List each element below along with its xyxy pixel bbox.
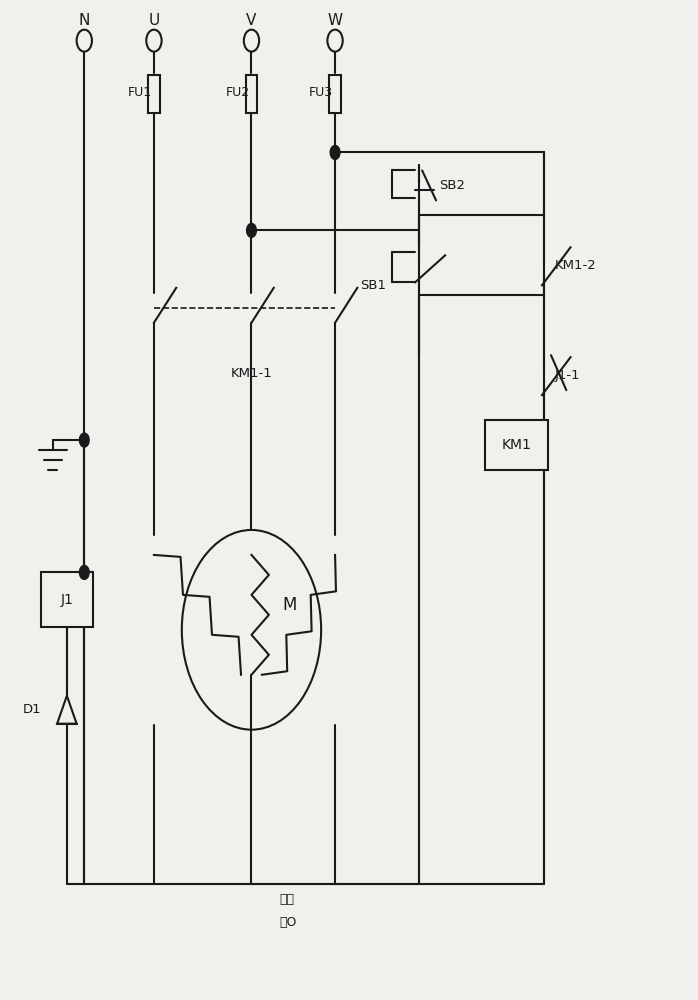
Text: M: M — [283, 596, 297, 614]
Bar — [40, 572, 93, 627]
Text: KM1: KM1 — [501, 438, 531, 452]
Text: N: N — [79, 13, 90, 28]
Text: SB1: SB1 — [360, 279, 387, 292]
Bar — [246, 75, 257, 113]
Text: FU1: FU1 — [128, 86, 152, 99]
Text: U: U — [148, 13, 160, 28]
Circle shape — [80, 565, 89, 579]
Text: KM1-2: KM1-2 — [554, 259, 596, 272]
Circle shape — [181, 530, 321, 730]
Circle shape — [330, 145, 340, 159]
Text: J1-1: J1-1 — [554, 369, 580, 382]
Text: FU3: FU3 — [309, 86, 333, 99]
Circle shape — [246, 223, 256, 237]
Text: FU2: FU2 — [225, 86, 249, 99]
Text: 中性: 中性 — [279, 893, 295, 906]
Text: D1: D1 — [23, 703, 41, 716]
Text: KM1-1: KM1-1 — [230, 367, 272, 380]
Text: V: V — [246, 13, 257, 28]
Bar — [149, 75, 160, 113]
Text: 点O: 点O — [279, 916, 297, 929]
Text: SB2: SB2 — [440, 179, 466, 192]
Bar — [329, 75, 341, 113]
Text: J1: J1 — [61, 593, 73, 607]
Circle shape — [80, 433, 89, 447]
Bar — [485, 420, 547, 470]
Text: W: W — [327, 13, 343, 28]
